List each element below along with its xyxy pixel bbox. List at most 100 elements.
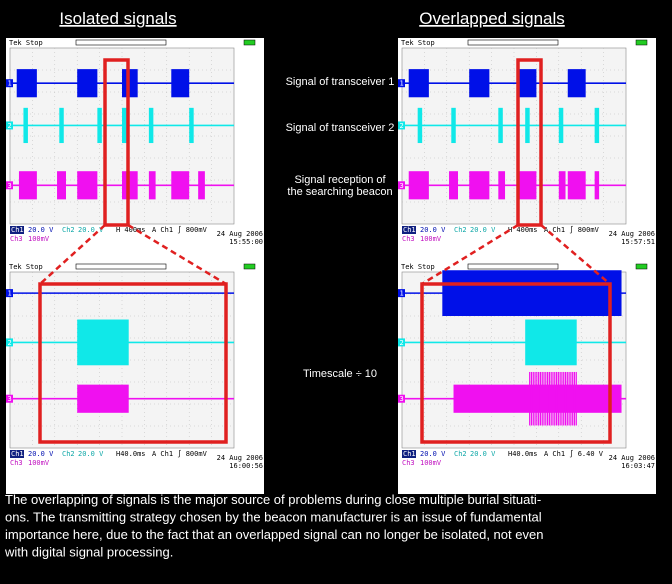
signal-burst (451, 108, 455, 143)
signal-burst (568, 171, 586, 199)
channel-number: 2 (400, 339, 404, 347)
signal-burst (469, 171, 489, 199)
signal-burst (518, 171, 536, 199)
channel-number: 3 (400, 395, 404, 403)
signal-burst (122, 171, 138, 199)
ch1-name: Ch1 (403, 450, 416, 458)
figure: Isolated signals Overlapped signals Tek St… (0, 0, 672, 584)
signal-burst (568, 69, 586, 97)
caption-line: with digital signal processing. (4, 545, 173, 560)
signal-burst (171, 171, 189, 199)
signal-burst (498, 108, 502, 143)
signal-burst (418, 108, 422, 143)
ch2-scale: 20.0 V (78, 226, 104, 234)
battery-icon (244, 264, 255, 269)
ch3-name: Ch3 (10, 235, 23, 243)
ch2-scale: 20.0 V (470, 226, 496, 234)
caption-line: ons. The transmitting strategy chosen by… (5, 510, 542, 525)
signal-burst (97, 108, 101, 143)
section-header: Isolated signals (59, 9, 176, 28)
signal-burst (525, 108, 529, 143)
timebase: H40.0ms (508, 450, 538, 458)
ch1-scale: 20.0 V (28, 226, 54, 234)
signal-burst (595, 171, 599, 199)
signal-burst (442, 270, 621, 316)
battery-icon (244, 40, 255, 45)
signal-burst (595, 108, 599, 143)
scope-status: Tek Stop (401, 263, 435, 271)
time: 16:03:47 (621, 462, 655, 470)
ch2-name: Ch2 (62, 226, 75, 234)
ch1-scale: 20.0 V (28, 450, 54, 458)
signal-burst (469, 69, 489, 97)
caption-line: importance here, due to the fact that an… (5, 527, 543, 542)
signal-burst (77, 320, 129, 366)
channel-number: 3 (400, 182, 404, 190)
signal-burst (19, 171, 37, 199)
ch3-name: Ch3 (402, 459, 415, 467)
timebase: H40.0ms (116, 450, 146, 458)
ch1-name: Ch1 (11, 450, 24, 458)
ch3-scale: 100mV (420, 235, 442, 243)
signal-burst (17, 69, 37, 97)
ch2-scale: 20.0 V (470, 450, 496, 458)
signal-burst (149, 171, 156, 199)
signal-burst (198, 171, 205, 199)
ch2-name: Ch2 (454, 450, 467, 458)
channel-number: 1 (8, 290, 12, 298)
channel-number: 1 (400, 80, 404, 88)
scope-status: Tek Stop (9, 39, 43, 47)
date: 24 Aug 2006 (217, 454, 263, 462)
ch1-scale: 20.0 V (420, 226, 446, 234)
signal-label: Signal reception of (294, 174, 386, 186)
signal-burst (77, 171, 97, 199)
date: 24 Aug 2006 (609, 454, 655, 462)
channel-number: 1 (400, 290, 404, 298)
signal-burst (454, 385, 622, 413)
signal-burst (409, 69, 429, 97)
date: 24 Aug 2006 (217, 230, 263, 238)
caption-line: The overlapping of signals is the major … (5, 492, 541, 507)
signal-burst (149, 108, 153, 143)
ch2-name: Ch2 (62, 450, 75, 458)
section-header: Overlapped signals (419, 9, 565, 28)
signal-burst (409, 171, 429, 199)
ch3-name: Ch3 (10, 459, 23, 467)
channel-number: 2 (8, 339, 12, 347)
signal-burst (559, 171, 566, 199)
scope-status: Tek Stop (9, 263, 43, 271)
signal-label: Timescale ÷ 10 (303, 368, 377, 380)
signal-burst (23, 108, 27, 143)
scope-status: Tek Stop (401, 39, 435, 47)
signal-burst (57, 171, 66, 199)
channel-number: 2 (400, 122, 404, 130)
signal-burst (449, 171, 458, 199)
signal-burst (189, 108, 193, 143)
signal-burst (518, 69, 536, 97)
signal-burst (525, 320, 577, 366)
trigger: A Ch1 ∫ 800mV (152, 225, 208, 234)
ch3-scale: 100mV (28, 235, 50, 243)
time: 15:55:00 (229, 238, 263, 246)
signal-burst (559, 108, 563, 143)
time: 15:57:51 (621, 238, 655, 246)
channel-number: 3 (8, 182, 12, 190)
channel-number: 2 (8, 122, 12, 130)
signal-label: Signal of transceiver 2 (286, 122, 395, 134)
ch3-name: Ch3 (402, 235, 415, 243)
signal-burst (59, 108, 63, 143)
ch1-name: Ch1 (403, 226, 416, 234)
ch3-scale: 100mV (420, 459, 442, 467)
ch2-name: Ch2 (454, 226, 467, 234)
ch3-scale: 100mV (28, 459, 50, 467)
trigger: A Ch1 ∫ 800mV (544, 225, 600, 234)
signal-label: Signal of transceiver 1 (286, 76, 395, 88)
time: 16:00:56 (229, 462, 263, 470)
trigger: A Ch1 ∫ 6.40 V (544, 449, 604, 458)
signal-burst (498, 171, 505, 199)
date: 24 Aug 2006 (609, 230, 655, 238)
ch1-name: Ch1 (11, 226, 24, 234)
trigger: A Ch1 ∫ 800mV (152, 449, 208, 458)
